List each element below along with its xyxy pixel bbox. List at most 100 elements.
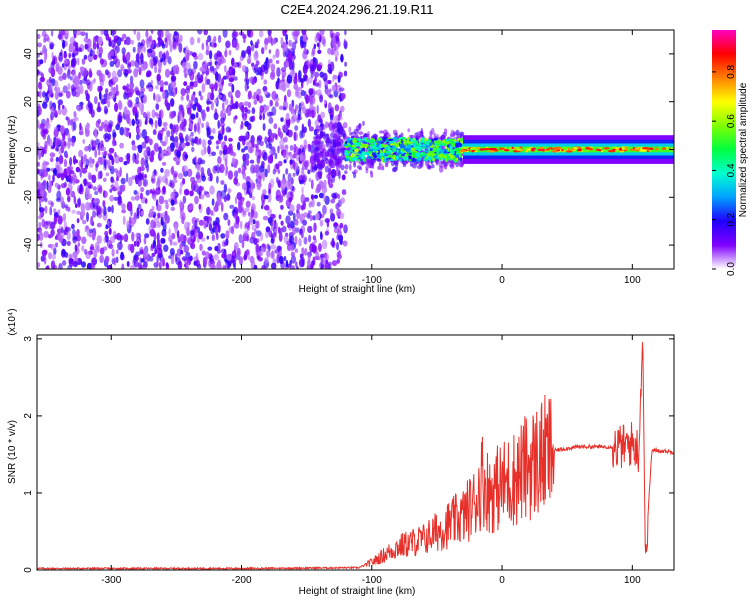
heatmap-cell: [249, 116, 254, 122]
heatmap-cell: [105, 69, 109, 76]
heatmap-cell: [69, 36, 76, 45]
heatmap-cell: [121, 47, 126, 55]
heatmap-cell: [156, 180, 160, 190]
heatmap-cell: [86, 262, 92, 269]
heatmap-cell: [234, 31, 239, 37]
heatmap-cell: [81, 167, 88, 174]
heatmap-cell: [361, 160, 365, 166]
heatmap-cell: [109, 164, 113, 170]
heatmap-cell: [233, 177, 239, 185]
heatmap-cell: [449, 138, 453, 142]
heatmap-cell: [366, 160, 372, 164]
heatmap-cell: [407, 128, 411, 133]
heatmap-cell: [255, 243, 260, 253]
heatmap-cell: [162, 257, 166, 267]
heatmap-cell: [256, 154, 261, 165]
heatmap-cell: [89, 228, 94, 234]
heatmap-cell: [302, 64, 308, 75]
heatmap-cell: [96, 235, 103, 244]
heatmap-cell: [233, 212, 238, 219]
heatmap-cell: [242, 210, 246, 216]
heatmap-cell: [222, 30, 228, 38]
heatmap-cell: [343, 132, 346, 137]
heatmap-cell: [338, 234, 344, 242]
heatmap-cell: [198, 90, 202, 97]
heatmap-cell: [327, 67, 333, 74]
heatmap-cell: [327, 136, 332, 144]
heatmap-cell: [73, 34, 77, 39]
heatmap-cell: [125, 36, 131, 46]
heatmap-cell: [162, 122, 168, 127]
heatmap-cell: [132, 154, 135, 164]
heatmap-cell: [275, 48, 280, 58]
heatmap-cell: [194, 155, 197, 163]
heatmap-cell: [330, 168, 337, 179]
heatmap-cell: [231, 157, 236, 165]
heatmap-cell: [310, 72, 314, 79]
heatmap-cell: [324, 165, 330, 173]
x-tick-label: -300: [101, 275, 121, 286]
heatmap-cell: [83, 178, 87, 187]
heatmap-cell: [324, 262, 330, 269]
heatmap-cell: [134, 195, 140, 201]
heatmap-cell: [97, 156, 103, 163]
heatmap-cell: [170, 199, 175, 206]
heatmap-cell: [313, 157, 319, 163]
heatmap-cell: [197, 72, 201, 81]
heatmap-cell: [430, 127, 435, 135]
heatmap-cell: [358, 131, 364, 135]
heatmap-cell: [249, 159, 255, 164]
heatmap-cell: [386, 133, 392, 139]
heatmap-cell: [137, 166, 142, 176]
heatmap-cell: [282, 106, 287, 111]
heatmap-cell: [273, 38, 277, 45]
heatmap-cell: [170, 98, 175, 107]
heatmap-cell: [253, 264, 258, 269]
heatmap-cell: [412, 142, 417, 147]
heatmap-cell: [67, 195, 71, 203]
heatmap-cell: [271, 69, 275, 78]
heatmap-cell: [641, 147, 650, 150]
heatmap-cell: [402, 156, 408, 160]
heatmap-cell: [166, 130, 171, 138]
heatmap-cell: [335, 203, 340, 210]
heatmap-cell: [112, 129, 116, 139]
heatmap-cell: [175, 36, 180, 47]
heatmap-cell: [377, 155, 381, 159]
heatmap-cell: [60, 30, 66, 36]
heatmap-cell: [313, 194, 318, 199]
heatmap-cell: [216, 249, 221, 254]
heatmap-cell: [153, 142, 159, 152]
heatmap-cell: [235, 89, 241, 99]
heatmap-cell: [39, 89, 42, 99]
heatmap-cell: [305, 94, 310, 104]
heatmap-cell: [256, 88, 262, 96]
heatmap-cell: [108, 147, 115, 154]
heatmap-cell: [331, 32, 336, 38]
snr-xlabel: Height of straight line (km): [299, 586, 416, 597]
x-tick-label: 100: [624, 275, 641, 286]
heatmap-cell: [320, 159, 324, 164]
heatmap-cell: [236, 250, 242, 256]
heatmap-cell: [44, 197, 48, 203]
heatmap-cell: [72, 251, 78, 259]
heatmap-cell: [296, 91, 303, 99]
heatmap-cell: [170, 255, 175, 265]
heatmap-cell: [211, 260, 216, 265]
x-tick-label: 100: [624, 575, 641, 586]
heatmap-cell: [54, 80, 59, 88]
heatmap-cell: [316, 104, 319, 115]
heatmap-cell: [328, 94, 334, 99]
heatmap-cell: [216, 164, 220, 174]
heatmap-cell: [295, 261, 298, 268]
heatmap-cell: [331, 36, 336, 46]
y-tick-label: -40: [23, 237, 34, 252]
colorbar-tick-label: 0.8: [726, 64, 737, 78]
heatmap-cell: [147, 36, 151, 42]
heatmap-cell: [310, 179, 314, 190]
heatmap-cell: [142, 178, 148, 187]
heatmap-cell: [335, 158, 339, 166]
heatmap-cell: [343, 224, 348, 234]
heatmap-cell: [67, 140, 71, 150]
